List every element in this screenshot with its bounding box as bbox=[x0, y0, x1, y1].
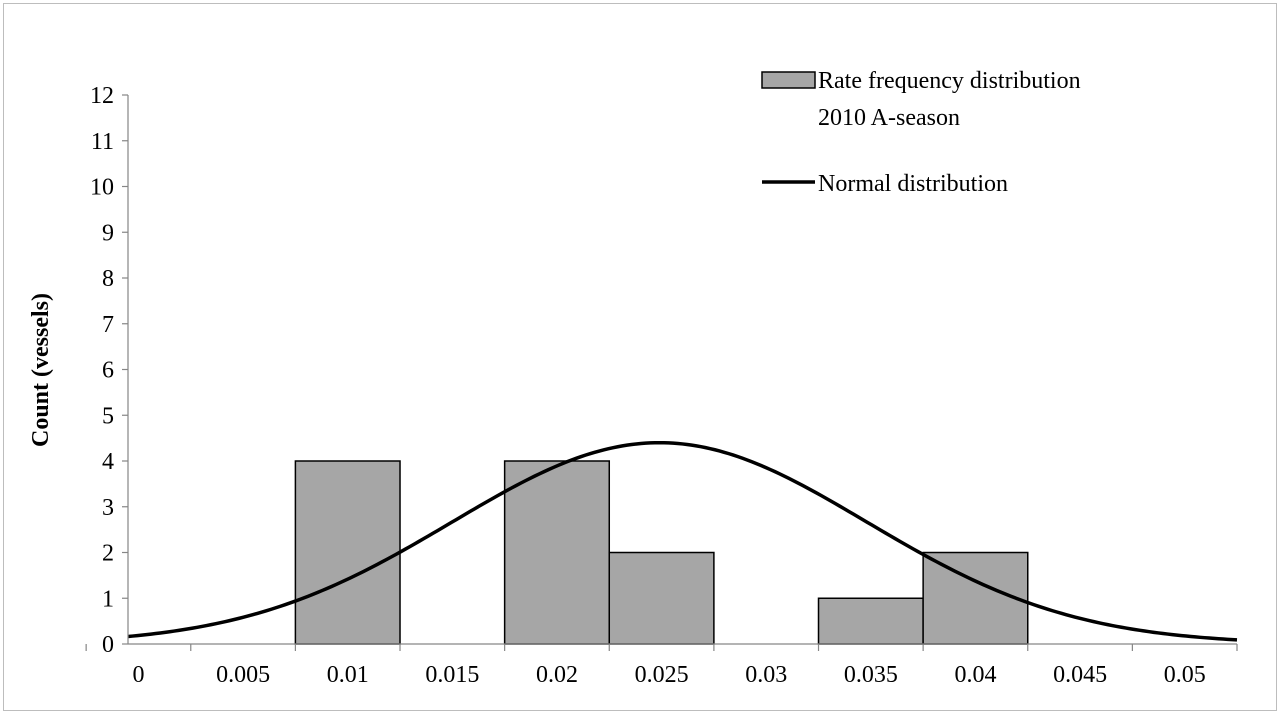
y-tick-label-5: 5 bbox=[102, 403, 114, 429]
x-tick-label-8: 0.04 bbox=[954, 662, 996, 688]
legend: Rate frequency distribution 2010 A-seaso… bbox=[761, 68, 1081, 197]
y-tick-label-10: 10 bbox=[90, 175, 114, 201]
bars-group bbox=[294, 460, 1029, 645]
legend-bar-label-line1: Rate frequency distribution bbox=[818, 68, 1081, 94]
x-tick-label-4: 0.02 bbox=[536, 662, 578, 688]
histogram-bar-3 bbox=[608, 551, 715, 645]
y-tick-label-11: 11 bbox=[91, 129, 114, 155]
y-tick-label-3: 3 bbox=[102, 495, 114, 521]
x-tick-label-10: 0.05 bbox=[1164, 662, 1206, 688]
y-axis-label: Count (vessels) bbox=[28, 293, 54, 447]
legend-line-label: Normal distribution bbox=[818, 171, 1008, 197]
axes-group bbox=[85, 94, 1238, 651]
x-tick-label-9: 0.045 bbox=[1053, 662, 1107, 688]
x-tick-label-3: 0.015 bbox=[425, 662, 479, 688]
y-tick-label-2: 2 bbox=[102, 541, 114, 567]
histogram-bar-6 bbox=[922, 551, 1029, 645]
histogram-bar-2 bbox=[503, 460, 611, 645]
legend-bar-label-line2: 2010 A-season bbox=[818, 105, 960, 131]
x-tick-label-1: 0.005 bbox=[216, 662, 270, 688]
x-tick-label-5: 0.025 bbox=[635, 662, 689, 688]
x-tick-label-7: 0.035 bbox=[844, 662, 898, 688]
histogram-bar-5 bbox=[817, 597, 924, 645]
y-tick-label-0: 0 bbox=[102, 632, 114, 658]
x-tick-label-0: 0 bbox=[132, 662, 144, 688]
y-tick-label-7: 7 bbox=[102, 312, 114, 338]
y-tick-label-12: 12 bbox=[90, 83, 114, 109]
x-tick-label-2: 0.01 bbox=[327, 662, 369, 688]
y-tick-label-4: 4 bbox=[102, 449, 114, 475]
histogram-bar-0 bbox=[294, 460, 401, 645]
curve-layer bbox=[127, 440, 1238, 642]
x-tick-labels: 0 0.005 0.01 0.015 0.02 0.025 0.03 0.035 0.04 0.0… bbox=[132, 662, 1205, 688]
y-tick-label-6: 6 bbox=[102, 358, 114, 384]
y-tick-label-9: 9 bbox=[102, 220, 114, 246]
x-tick-label-6: 0.03 bbox=[745, 662, 787, 688]
normal-distribution-curve bbox=[127, 440, 1238, 642]
legend-bar-swatch bbox=[761, 71, 816, 89]
y-tick-label-1: 1 bbox=[102, 586, 114, 612]
y-tick-label-8: 8 bbox=[102, 266, 114, 292]
